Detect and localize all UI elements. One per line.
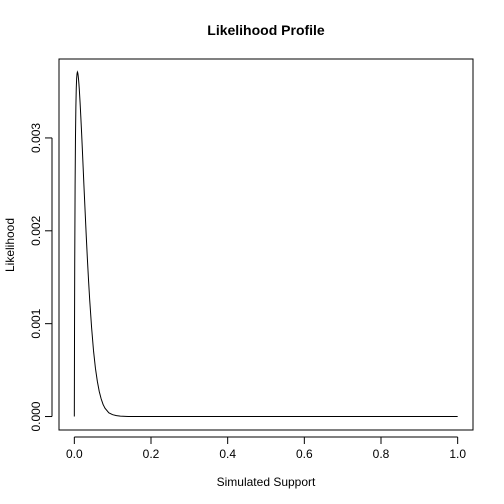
x-tick-label: 1.0 — [449, 447, 466, 461]
x-tick-label: 0.4 — [219, 447, 236, 461]
y-axis: 0.000 0.001 0.002 0.003 — [29, 123, 53, 432]
x-tick-label: 0.0 — [66, 447, 83, 461]
x-tick-label: 0.6 — [296, 447, 313, 461]
x-tick-label: 0.2 — [143, 447, 160, 461]
x-axis-label: Simulated Support — [217, 475, 316, 489]
y-tick-label: 0.002 — [29, 215, 43, 245]
plot-frame — [58, 58, 474, 431]
chart-title: Likelihood Profile — [207, 22, 325, 38]
y-tick-label: 0.003 — [29, 123, 43, 153]
x-tick-label: 0.8 — [373, 447, 390, 461]
y-tick-label: 0.000 — [29, 401, 43, 431]
x-axis: 0.0 0.2 0.4 0.6 0.8 1.0 — [66, 436, 466, 461]
likelihood-line — [73, 70, 458, 418]
y-tick-label: 0.001 — [29, 308, 43, 338]
y-axis-label: Likelihood — [3, 218, 17, 272]
